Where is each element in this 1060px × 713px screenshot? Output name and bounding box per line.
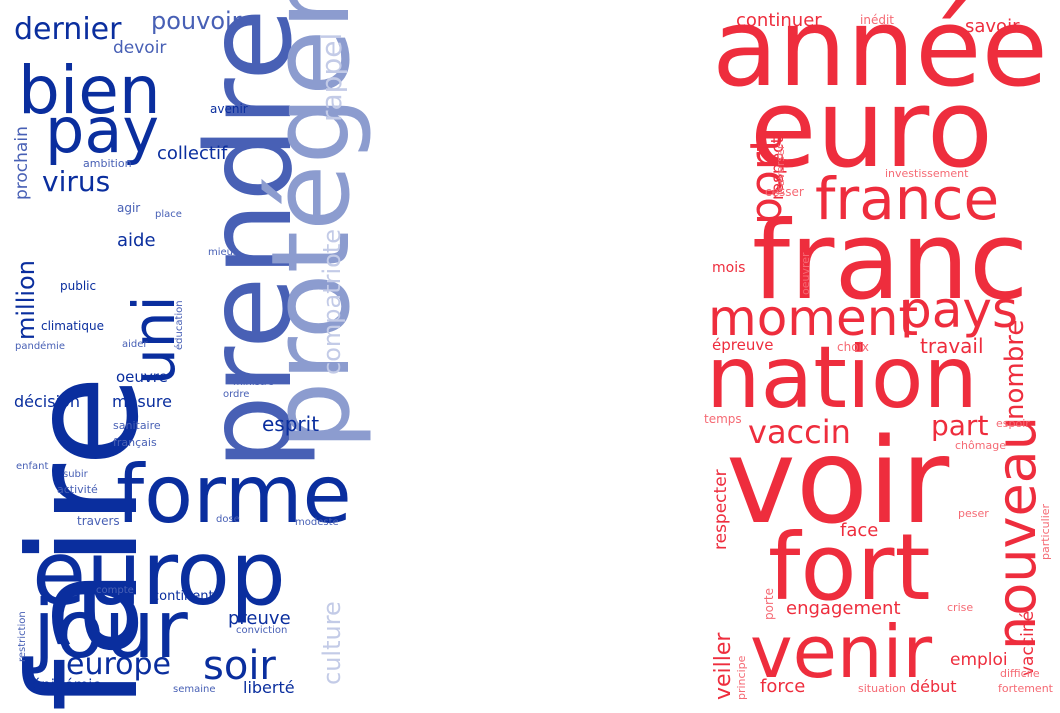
word-rappel: rappel [315,32,348,122]
word-difficile: difficile [1000,667,1040,680]
word-public: public [60,279,97,293]
word-principe: principe [735,655,748,700]
word-nation: nation [706,328,978,428]
word-continuer: continuer [736,10,822,31]
word-mieux: mieux [208,247,239,258]
word-choix: choix [837,340,869,354]
word-epreuve: épreuve [712,336,774,354]
word-veiller: veiller [711,632,736,700]
word-subir: subir [63,469,88,480]
word-aide: aide [117,230,156,251]
word-semaine: semaine [173,684,216,695]
word-moment: moment [708,289,919,347]
word-sanitaire: sanitaire [113,419,161,432]
word-europe: europe [66,647,171,682]
word-force: force [760,676,806,697]
word-nombre: nombre [1000,319,1030,420]
word-ordre: ordre [223,389,250,400]
word-vaccin: vaccin [748,413,851,451]
word-travail: travail [920,334,984,358]
word-conviction: conviction [236,625,288,636]
word-engagement: engagement [786,598,901,619]
word-inedit: inédit [860,13,894,27]
word-compatriote: compatriote [318,228,346,375]
word-proteger: protéger [249,0,374,450]
word-climatique: climatique [41,319,104,333]
word-education: éducation [174,300,185,350]
word-europ: europ [32,522,286,625]
word-mois: mois [712,260,746,276]
word-compte: compte [96,585,134,596]
word-decision: décision [14,392,80,411]
word-espoir: espoir [996,417,1030,430]
word-continent: continent [152,589,214,604]
word-porte: porte [762,588,776,620]
word-virus: virus [42,165,111,198]
word-restriction: restriction [17,611,28,662]
word-dernier: dernier [14,12,122,47]
word-pouvoir: pouvoir [151,7,242,35]
word-savoir: savoir [965,16,1020,37]
word-temps: temps [704,412,742,426]
word-voir: voir [726,412,950,550]
word-aider: aider [122,339,148,350]
word-part: part [931,409,989,442]
right-word-cloud: année euro franc france nation voir fort venir n… [700,0,1060,713]
word-agir: agir [117,201,141,215]
word-ambition: ambition [83,157,132,170]
word-crise: crise [947,601,974,614]
left-word-cloud: faire prendre protéger europ forme jour bien pa… [0,0,374,713]
word-dose: dose [216,514,240,525]
word-esprit: esprit [262,412,320,436]
word-ministre: ministre [233,377,274,388]
word-chomage: chômage [955,439,1006,452]
word-bien: bien [18,52,161,129]
word-francais: français [113,436,157,449]
word-modeste: modeste [295,517,339,528]
word-preuve: preuve [228,608,291,629]
word-oeuvrer: oeuvrer [799,252,812,295]
word-collectif: collectif [157,143,228,164]
word-epidemie: épidémie [32,676,102,694]
word-million: million [12,260,40,340]
word-enfant: enfant [16,461,49,472]
word-venir: venir [750,610,933,694]
word-investissement: investissement [885,167,969,180]
word-fortement: fortement [998,682,1053,695]
word-pay: pay [45,94,160,167]
word-annee: année [712,0,1048,111]
word-culture: culture [318,601,346,685]
word-soir: soir [203,643,276,689]
word-particulier: particulier [1039,503,1052,560]
word-liberte: liberté [243,678,295,697]
word-face: face [840,520,879,541]
word-franc: franc [752,199,1029,324]
word-jour: jour [33,583,188,676]
word-forme: forme [116,448,352,541]
word-fort: fort [768,514,931,621]
word-place: place [155,209,182,220]
word-pandemie: pandémie [15,341,65,352]
word-prochain: prochain [12,126,32,200]
word-debut: début [910,677,957,696]
word-respecter: respecter [711,469,731,550]
word-travers: travers [77,514,120,528]
word-pays: pays [900,281,1019,339]
word-mesure: mesure [112,392,172,411]
word-devoir: devoir [113,38,167,58]
word-france: france [815,165,1000,233]
word-cesser: cesser [765,185,804,199]
word-activite: activité [57,483,98,496]
word-avenir: avenir [210,102,248,116]
word-emploi: emploi [950,650,1008,670]
word-situation: situation [858,682,906,695]
word-oeuvre: oeuvre [116,368,168,386]
word-euro: euro [750,67,993,192]
word-peser: peser [958,507,989,520]
